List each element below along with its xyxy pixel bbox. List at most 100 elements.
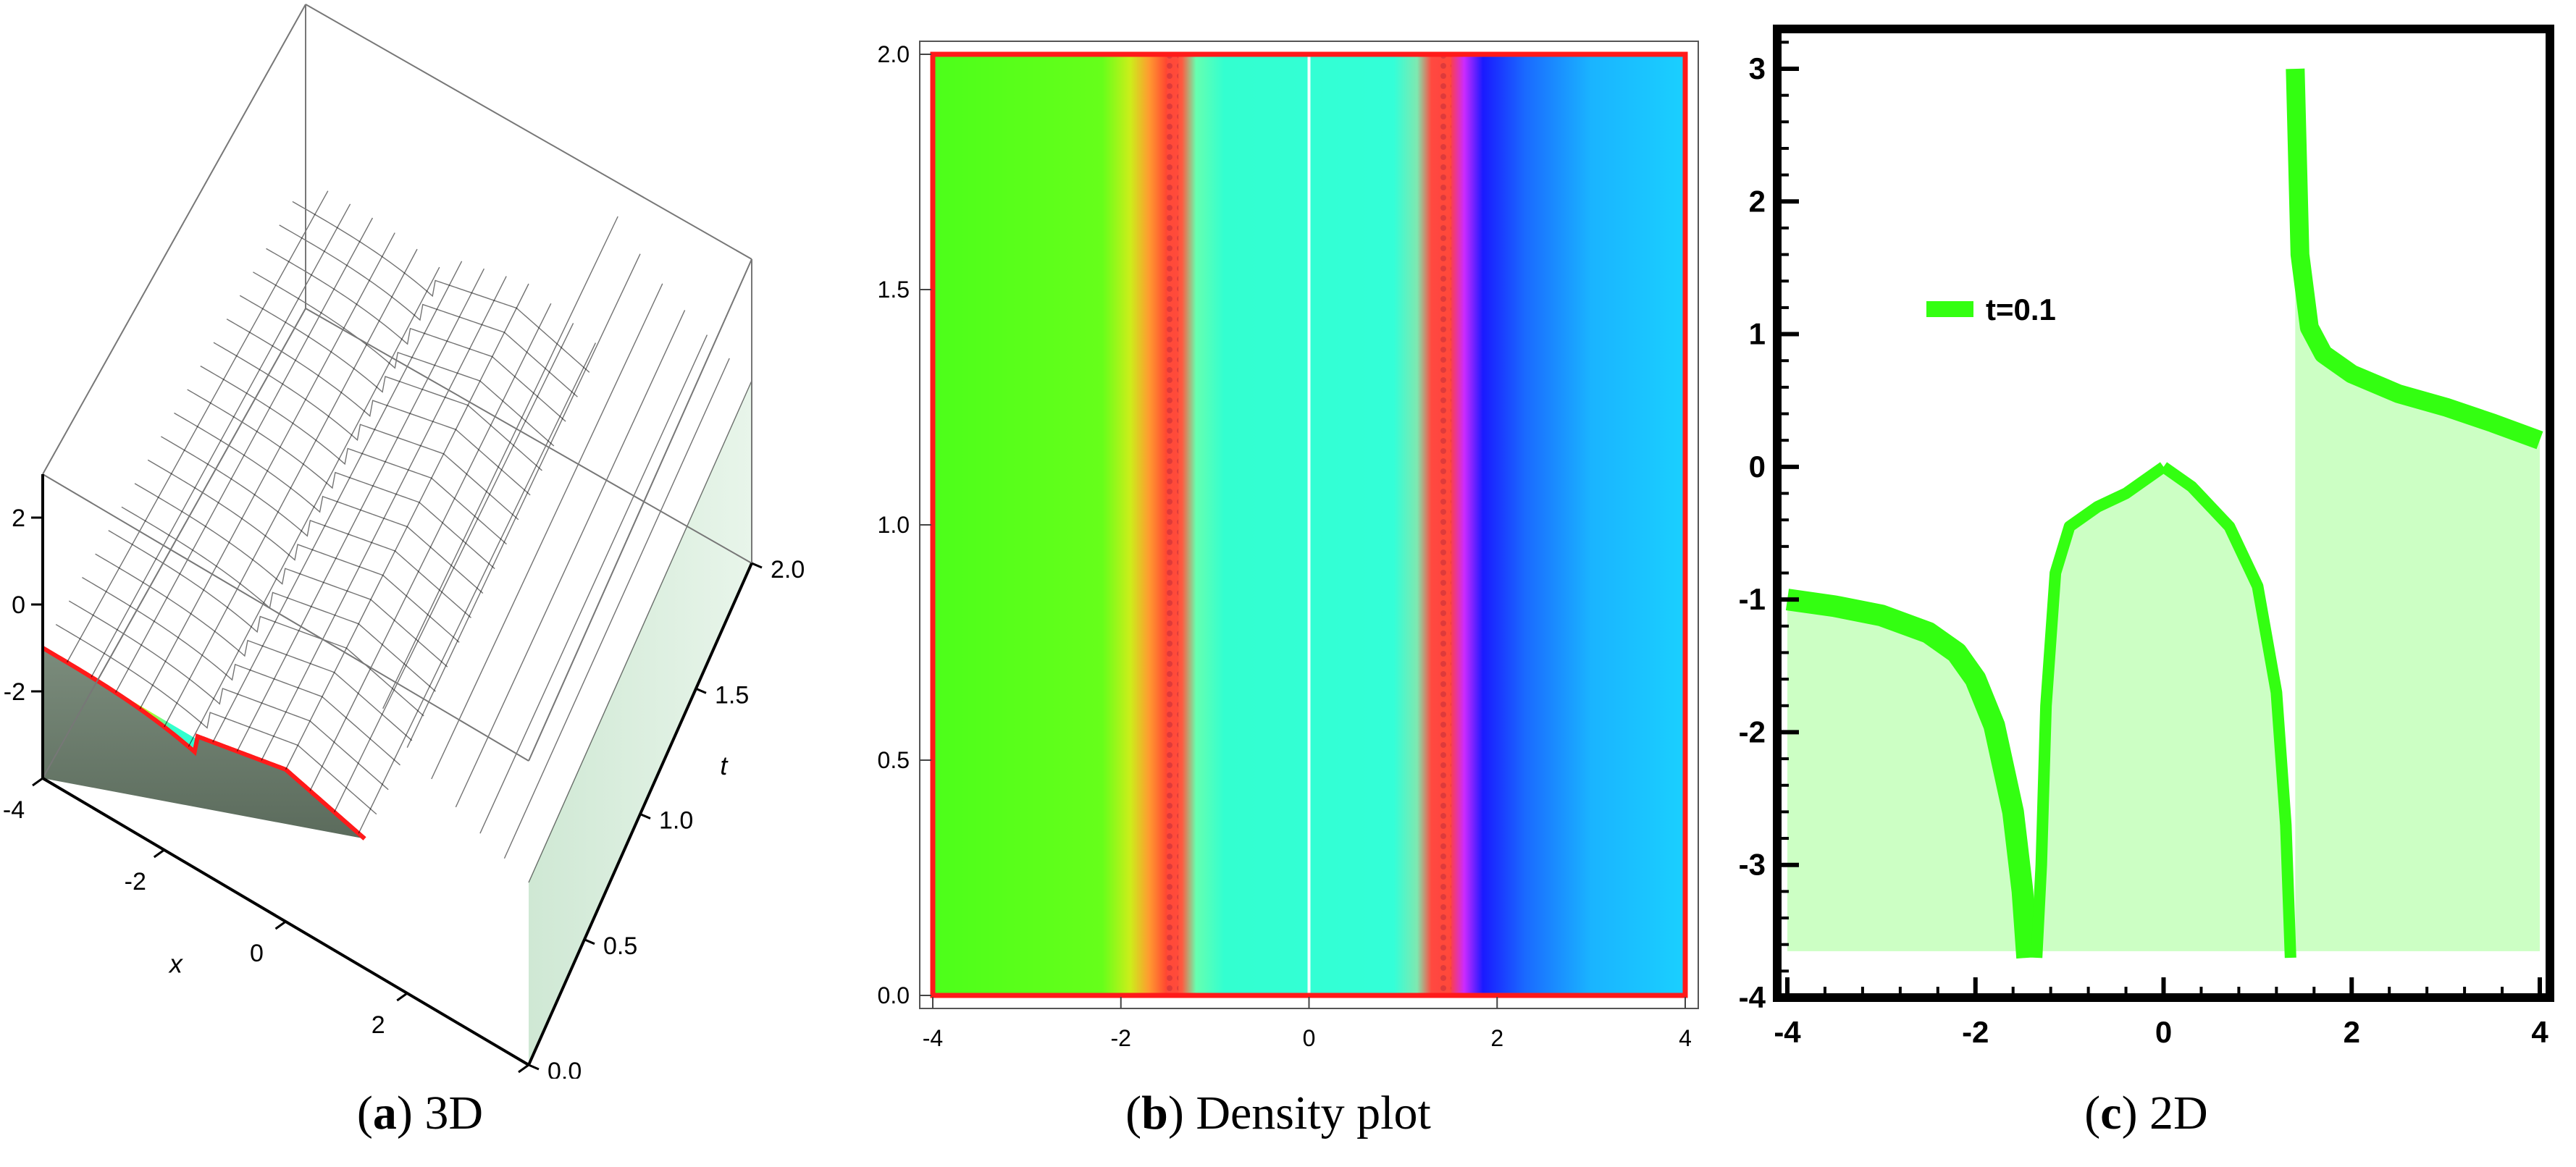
mesh-line-x [91,203,351,678]
x-tick-label-0: -4 [1774,1015,1801,1049]
series-line-segment-0 [1785,589,2039,959]
mesh-line-t [160,436,471,618]
y-tick-label-7: -4 [1739,980,1766,1014]
legend: t=0.1 [1926,292,2056,326]
x-tick-0 [32,777,43,787]
panel-density: -4 -2 0 2 4 0.0 0.5 1.0 1.5 2.0 (b) Density plot [840,0,1716,1167]
density-band-singularity-3 [1439,54,1451,995]
t-tick-2 [639,813,651,820]
mesh-line-t [68,600,389,791]
mesh-line-x [382,216,618,709]
line-plot-2d: -4 -2 0 2 4 3 2 1 0 -1 -2 -3 -4 t=0.1 [1739,25,2554,1049]
area-fill-segment-0 [1787,599,2028,959]
mesh-line-t [147,459,460,643]
series-lines [1785,68,2543,959]
mesh-line-t [121,506,436,692]
t-tick-1 [584,938,595,945]
mesh-line-t [239,295,542,471]
area-fill-segment-2 [2163,466,2291,959]
series-line-segment-1 [2031,462,2168,959]
y-tick-label-4: -1 [1739,582,1766,616]
density-band-singularity-1 [1167,54,1179,995]
mesh-line-x [309,303,552,791]
caption-a: (a) 3D [356,1087,484,1139]
surface-layer [41,190,752,1065]
mesh-line-t [187,389,495,570]
t-axis-label: t [720,751,729,780]
mesh-line-x [358,342,597,834]
y-tick-label-6: -3 [1739,848,1766,882]
mesh-line-x [164,248,418,728]
area-fill-segment-3 [2295,68,2540,951]
mesh-line-x [236,268,485,752]
mesh-line-x [333,323,574,813]
axes-ticks-2d: -4 -2 0 2 4 3 2 1 0 -1 -2 -3 -4 [1739,25,2554,1049]
x-tick-label-4: 4 [1679,1025,1692,1051]
x-tick-label-3: 2 [2344,1015,2360,1049]
t-tick-4 [751,562,763,569]
area-fill-segment-1 [2036,466,2164,959]
x-tick-4 [518,1063,529,1074]
t-tick-0 [528,1063,540,1071]
box-floor-edge-1 [42,308,306,779]
density-layer [930,51,1688,998]
series-line-segment-2 [2160,462,2296,959]
t-tick-3 [695,687,707,694]
mesh-line-x [261,276,507,761]
box-top-edge-0 [42,473,529,762]
mesh-line-t [95,553,413,741]
y-tick-label-2: 1.0 [878,512,910,538]
bounding-box [42,4,752,779]
density-frame [930,51,1688,998]
mesh-line-t [292,201,590,373]
x-tick-label-3: 2 [372,1011,385,1039]
z-tick-label-1: 0 [12,591,25,619]
mesh-line-x [212,261,463,743]
z-tick-label-0: 2 [12,505,25,532]
x-tick-label-2: 0 [2155,1015,2172,1049]
x-tick-label-0: -4 [923,1025,943,1051]
mesh-line-x [139,232,395,709]
y-tick-label-4: 2.0 [878,41,910,67]
box-top-edge-2 [305,4,752,260]
area-fill [1787,68,2540,959]
y-tick-label-1: 0.5 [878,747,910,773]
caption-c: (c) 2D [2084,1087,2208,1139]
mesh-line-x [503,358,730,859]
mesh-line-x [455,310,686,808]
box-floor-edge-0 [305,308,752,564]
y-tick-label-1: 2 [1749,184,1766,218]
mesh-line-t [82,577,400,766]
surface-side-wall [529,381,752,1065]
surface-front-edge [41,646,366,841]
x-tick-label-1: -2 [1962,1015,1989,1049]
x-tick-2 [274,920,287,930]
x-tick-label-3: 2 [1490,1025,1503,1051]
x-tick-label-4: 4 [2531,1015,2548,1049]
legend-label: t=0.1 [1986,292,2056,326]
mesh-line-x [115,217,374,693]
y-tick-label-0: 0.0 [878,982,910,1008]
mesh-line-t [279,224,578,397]
mesh-line-t [213,342,519,521]
x-tick-label-2: 0 [250,940,264,967]
mesh-line-t [174,412,484,594]
t-tick-label-0: 0.0 [547,1058,582,1079]
mesh-line-t [108,530,424,717]
mesh-line-x [479,334,708,834]
mesh-line-x [285,283,529,770]
y-tick-label-3: 0 [1749,450,1766,484]
mesh-line-t [55,623,377,815]
x-tick-label-2: 0 [1303,1025,1316,1051]
x-tick-label-1: -2 [125,868,146,896]
panel-2d: -4 -2 0 2 4 3 2 1 0 -1 -2 -3 -4 t=0.1 (c) 2D [1716,0,2576,1167]
mesh-line-x [406,253,641,749]
box-top-edge-3 [42,4,306,475]
x-tick-1 [153,848,165,859]
z-tick-label-2: -2 [4,678,25,706]
mesh-line-t [134,483,448,667]
axes-ticks-density: -4 -2 0 2 4 0.0 0.5 1.0 1.5 2.0 [878,41,1699,1051]
mesh-line-x [188,266,440,747]
